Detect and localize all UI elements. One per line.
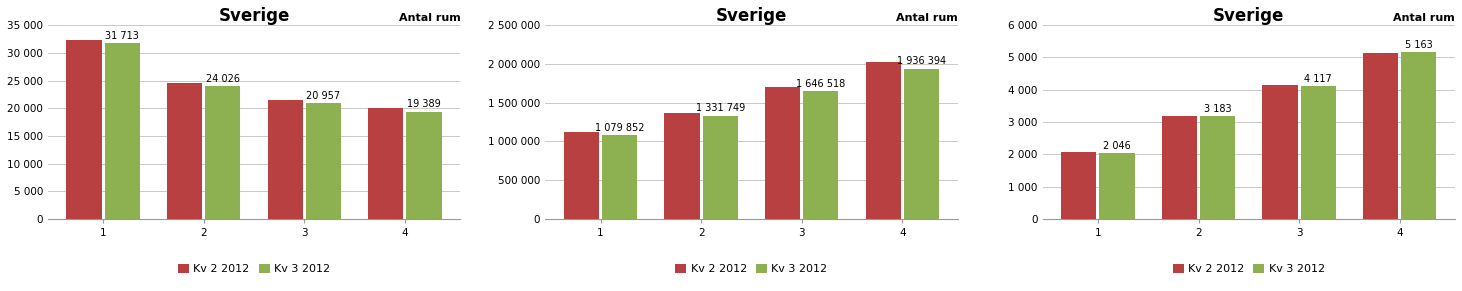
Text: 4 117: 4 117 xyxy=(1304,74,1332,84)
Bar xyxy=(368,108,404,219)
Text: Antal rum: Antal rum xyxy=(1393,13,1455,23)
Bar xyxy=(406,111,442,219)
Text: 1 079 852: 1 079 852 xyxy=(595,123,645,133)
Text: 2 046: 2 046 xyxy=(1104,141,1132,150)
Bar xyxy=(664,113,700,219)
Text: 1 331 749: 1 331 749 xyxy=(696,103,744,113)
Text: 24 026: 24 026 xyxy=(206,74,240,84)
Bar xyxy=(1061,152,1096,219)
Bar xyxy=(268,100,303,219)
Title: Sverige: Sverige xyxy=(716,7,787,25)
Legend: Kv 2 2012, Kv 3 2012: Kv 2 2012, Kv 3 2012 xyxy=(671,260,832,278)
Bar xyxy=(105,43,140,219)
Bar xyxy=(167,83,202,219)
Bar xyxy=(765,87,800,219)
Bar xyxy=(66,40,102,219)
Bar xyxy=(703,116,738,219)
Bar xyxy=(1262,85,1298,219)
Bar xyxy=(1363,53,1398,219)
Legend: Kv 2 2012, Kv 3 2012: Kv 2 2012, Kv 3 2012 xyxy=(174,260,335,278)
Bar xyxy=(1162,116,1197,219)
Text: 3 183: 3 183 xyxy=(1203,104,1231,114)
Text: 31 713: 31 713 xyxy=(105,31,139,41)
Text: Antal rum: Antal rum xyxy=(399,13,461,23)
Bar xyxy=(904,69,939,219)
Legend: Kv 2 2012, Kv 3 2012: Kv 2 2012, Kv 3 2012 xyxy=(1168,260,1329,278)
Bar xyxy=(1301,86,1336,219)
Text: 5 163: 5 163 xyxy=(1405,40,1433,50)
Text: 1 646 518: 1 646 518 xyxy=(797,79,845,89)
Title: Sverige: Sverige xyxy=(218,7,289,25)
Text: 20 957: 20 957 xyxy=(307,91,341,101)
Bar xyxy=(866,62,901,219)
Title: Sverige: Sverige xyxy=(1213,7,1285,25)
Bar xyxy=(1200,116,1235,219)
Text: Antal rum: Antal rum xyxy=(896,13,958,23)
Bar xyxy=(205,86,240,219)
Bar xyxy=(564,132,599,219)
Bar xyxy=(1099,153,1135,219)
Bar xyxy=(1401,52,1437,219)
Text: 1 936 394: 1 936 394 xyxy=(896,56,946,67)
Bar xyxy=(306,103,341,219)
Text: 19 389: 19 389 xyxy=(408,99,442,109)
Bar xyxy=(803,91,838,219)
Bar xyxy=(602,135,637,219)
